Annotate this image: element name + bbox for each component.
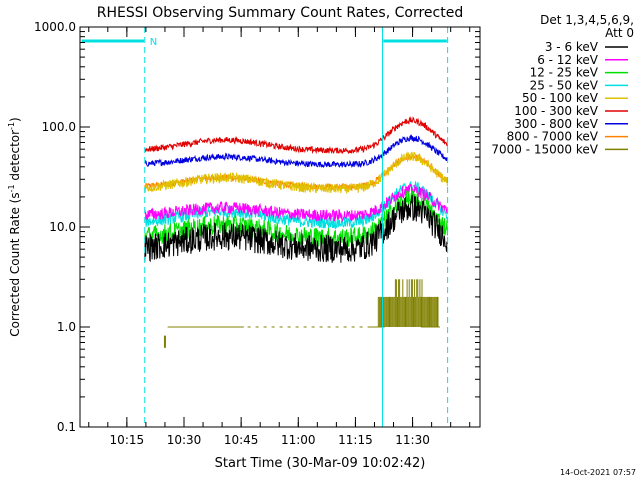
y-axis-label: Corrected Count Rate (s-1 detector-1) <box>7 117 22 336</box>
legend-entry-label: 7000 - 15000 keV <box>491 142 598 156</box>
flag-marker-label: N <box>150 37 157 48</box>
legend-entry-label: 100 - 300 keV <box>514 104 598 118</box>
y-axis-label-part-1: Corrected Count Rate (s <box>8 192 22 336</box>
legend-entry-label: 300 - 800 keV <box>514 117 598 131</box>
y-tick-label: 1.0 <box>57 320 76 334</box>
x-axis: 10:15 10:30 10:45 11:00 11:15 11:30 <box>88 27 471 447</box>
y-axis-label-part-2: detector <box>8 130 22 185</box>
legend-entry-label: 800 - 7000 keV <box>507 130 599 144</box>
legend-entry-label: 12 - 25 keV <box>530 66 599 80</box>
legend-header-detectors: Det 1,3,4,5,6,9, <box>540 13 634 27</box>
series-line <box>144 115 448 155</box>
legend-header-attenuator: Att 0 <box>605 26 634 40</box>
series-layer <box>144 115 448 348</box>
x-tick-label: 11:15 <box>338 433 373 447</box>
series-line <box>144 134 448 169</box>
y-axis-label-sup-1: -1 <box>7 184 16 192</box>
series-line <box>144 151 448 194</box>
x-tick-label: 10:45 <box>224 433 259 447</box>
generation-timestamp: 14-Oct-2021 07:57 <box>560 468 636 477</box>
y-tick-label: 10.0 <box>49 220 76 234</box>
y-axis-label-sup-2: -1 <box>7 122 16 130</box>
y-axis-label-part-3: ) <box>8 117 22 122</box>
legend-entry-label: 6 - 12 keV <box>537 53 599 67</box>
legend-entry-label: 50 - 100 keV <box>522 91 599 105</box>
y-axis: 0.1 1.0 10.0 100.0 1000.0 <box>34 20 480 434</box>
y-tick-label: 1000.0 <box>34 20 76 34</box>
series-line <box>144 182 448 223</box>
y-tick-label: 0.1 <box>57 420 76 434</box>
x-tick-label: 10:30 <box>167 433 202 447</box>
legend-entry-label: 3 - 6 keV <box>545 40 599 54</box>
chart-title: RHESSI Observing Summary Count Rates, Co… <box>97 5 463 21</box>
y-tick-label: 100.0 <box>42 120 76 134</box>
series-line <box>144 194 448 263</box>
x-tick-label: 11:00 <box>281 433 316 447</box>
legend-entry-label: 25 - 50 keV <box>530 78 599 92</box>
x-tick-label: 11:30 <box>395 433 430 447</box>
x-tick-label: 10:15 <box>110 433 145 447</box>
x-axis-label: Start Time (30-Mar-09 10:02:42) <box>215 456 426 471</box>
